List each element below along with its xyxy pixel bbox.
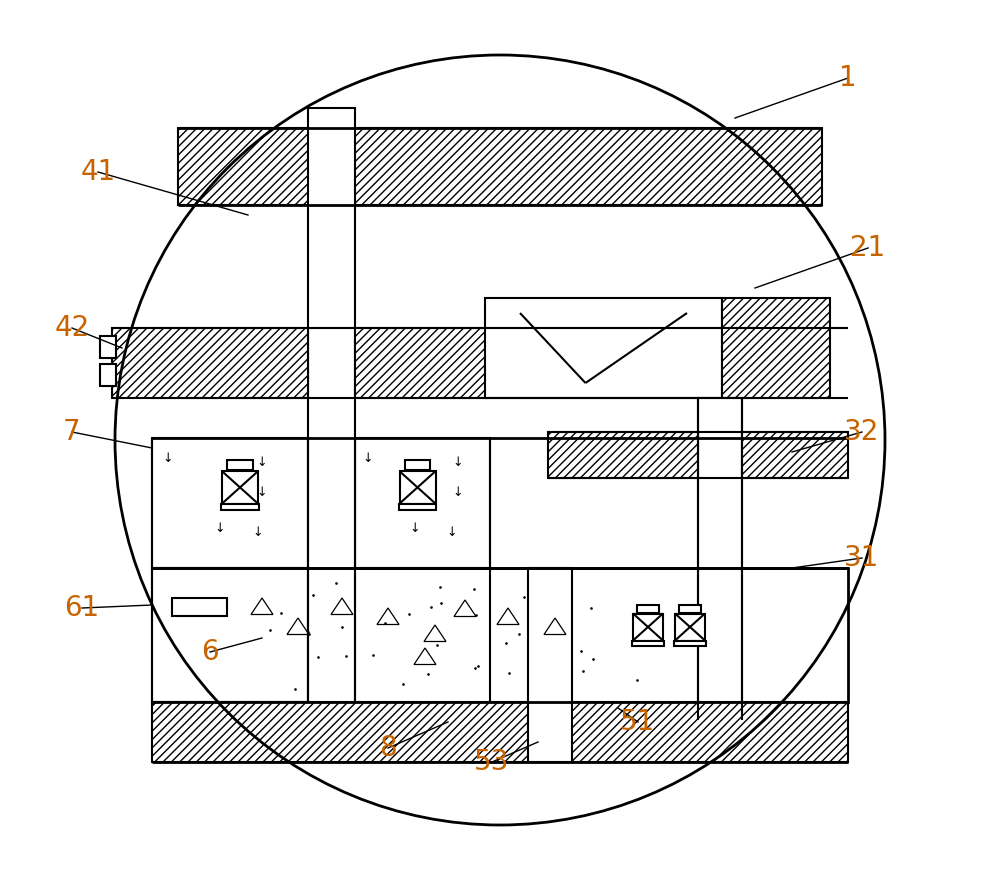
Bar [100,364,116,386]
Bar [528,568,572,762]
Text: ↓: ↓ [453,486,463,499]
Bar [172,598,227,616]
Bar [152,702,848,762]
Text: 31: 31 [844,544,880,572]
Text: ↓: ↓ [453,456,463,468]
Bar [152,438,308,568]
Text: ↓: ↓ [163,452,173,465]
Bar [178,128,822,205]
Text: ↓: ↓ [253,526,263,538]
Bar [674,640,706,646]
Text: 32: 32 [844,418,880,446]
Bar [399,504,436,510]
Bar [152,568,308,702]
Bar [698,398,742,720]
Text: ↓: ↓ [363,452,373,465]
Text: 51: 51 [620,708,656,736]
Text: 21: 21 [850,234,886,262]
Bar [637,605,659,612]
Bar [485,298,722,398]
Text: ↓: ↓ [257,456,267,468]
Bar [405,460,430,471]
Bar [632,640,664,646]
Bar [679,605,701,612]
Bar [633,613,663,640]
Bar [152,568,848,702]
Bar [227,460,253,471]
Bar [675,613,705,640]
Bar [548,432,698,478]
Text: ↓: ↓ [410,522,420,535]
Text: 6: 6 [201,638,219,666]
Text: ↓: ↓ [447,526,457,538]
Bar [222,472,258,504]
Text: 42: 42 [54,314,90,342]
Text: ↓: ↓ [215,522,225,535]
Bar [400,472,436,504]
Text: 8: 8 [379,734,397,762]
Bar [355,438,490,568]
Bar [742,432,848,478]
Text: 41: 41 [80,158,116,186]
Bar [112,328,308,398]
Text: 61: 61 [64,594,100,622]
Text: 7: 7 [63,418,81,446]
Text: 53: 53 [474,748,510,776]
Bar [221,504,259,510]
Bar [308,108,355,760]
Text: 1: 1 [839,64,857,92]
Bar [722,298,830,398]
Text: ↓: ↓ [257,486,267,499]
Bar [355,328,488,398]
Bar [100,336,116,358]
